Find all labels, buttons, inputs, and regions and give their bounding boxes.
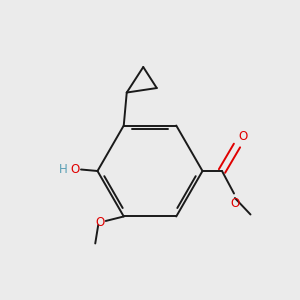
Text: O: O — [230, 197, 239, 210]
Text: H: H — [59, 163, 68, 176]
Text: O: O — [96, 216, 105, 229]
Text: O: O — [71, 163, 80, 176]
Text: O: O — [238, 130, 248, 142]
